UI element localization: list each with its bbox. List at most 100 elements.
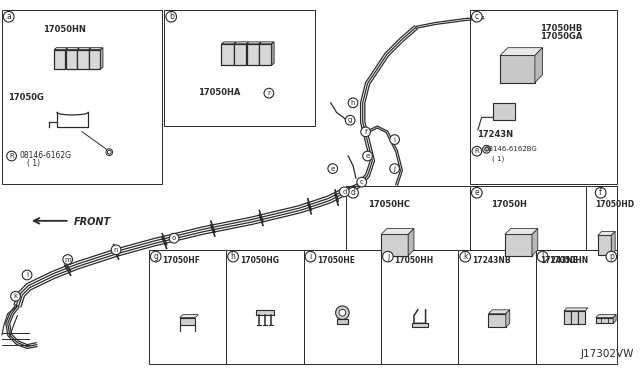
Text: 17050HF: 17050HF xyxy=(163,256,200,264)
Circle shape xyxy=(7,151,17,161)
Circle shape xyxy=(11,291,20,301)
Polygon shape xyxy=(221,42,236,44)
Circle shape xyxy=(472,146,482,156)
Circle shape xyxy=(264,88,274,98)
Polygon shape xyxy=(564,308,588,311)
Circle shape xyxy=(63,255,72,264)
Polygon shape xyxy=(66,48,79,49)
Text: 17050HG: 17050HG xyxy=(240,256,279,264)
Bar xyxy=(458,250,536,364)
Polygon shape xyxy=(246,42,261,44)
Polygon shape xyxy=(408,228,414,256)
Circle shape xyxy=(606,251,616,262)
Circle shape xyxy=(305,251,316,262)
Bar xyxy=(470,10,617,184)
Text: 17243N: 17243N xyxy=(477,130,513,139)
Circle shape xyxy=(348,187,358,198)
Polygon shape xyxy=(54,48,68,49)
Bar xyxy=(221,44,234,65)
Bar xyxy=(256,310,274,315)
Circle shape xyxy=(484,147,488,151)
Circle shape xyxy=(472,12,482,22)
Text: FRONT: FRONT xyxy=(74,217,111,227)
Text: r: r xyxy=(268,90,270,96)
Bar xyxy=(337,320,348,324)
Bar xyxy=(149,250,227,364)
Text: 17050HD: 17050HD xyxy=(595,199,634,209)
Polygon shape xyxy=(611,231,615,255)
Circle shape xyxy=(339,187,349,197)
Circle shape xyxy=(483,145,490,153)
Polygon shape xyxy=(535,48,543,83)
Text: i: i xyxy=(309,252,312,261)
Circle shape xyxy=(335,306,349,320)
Circle shape xyxy=(390,135,399,144)
Text: ( 1): ( 1) xyxy=(492,155,504,161)
Polygon shape xyxy=(180,315,198,318)
Text: ( 1): ( 1) xyxy=(27,159,40,168)
Text: p: p xyxy=(609,252,614,261)
Text: c: c xyxy=(475,12,479,21)
Polygon shape xyxy=(506,310,509,327)
Text: j: j xyxy=(387,252,389,261)
Text: c: c xyxy=(360,179,364,185)
Bar xyxy=(234,44,246,65)
Bar xyxy=(89,49,100,69)
Text: l: l xyxy=(26,272,28,278)
Bar xyxy=(180,318,195,324)
Text: d: d xyxy=(351,188,355,197)
Bar xyxy=(346,186,470,283)
Circle shape xyxy=(472,187,482,198)
Text: e: e xyxy=(331,166,335,171)
Text: n: n xyxy=(114,247,118,253)
Polygon shape xyxy=(381,234,408,256)
Polygon shape xyxy=(272,42,274,65)
Bar xyxy=(246,44,259,65)
Text: l: l xyxy=(541,252,544,261)
Circle shape xyxy=(166,12,177,22)
Polygon shape xyxy=(505,234,532,256)
Text: 17050HB: 17050HB xyxy=(540,23,582,32)
Text: 08146-6162G: 08146-6162G xyxy=(19,151,71,160)
Circle shape xyxy=(111,245,121,255)
Circle shape xyxy=(346,115,355,125)
Polygon shape xyxy=(500,48,543,55)
Bar xyxy=(259,44,271,65)
Text: k: k xyxy=(463,252,467,261)
Text: g: g xyxy=(348,117,353,123)
Text: h: h xyxy=(230,252,236,261)
Polygon shape xyxy=(89,48,102,49)
Circle shape xyxy=(228,251,239,262)
Text: d: d xyxy=(342,189,346,195)
Bar xyxy=(488,314,506,327)
Bar xyxy=(579,311,585,324)
Text: j: j xyxy=(394,166,396,171)
Circle shape xyxy=(339,310,346,316)
Circle shape xyxy=(538,251,548,262)
Text: f: f xyxy=(364,129,367,135)
Text: a: a xyxy=(6,12,11,21)
Bar xyxy=(227,250,304,364)
Bar xyxy=(54,49,65,69)
Circle shape xyxy=(169,233,179,243)
Circle shape xyxy=(357,177,367,187)
Bar xyxy=(2,10,163,184)
Bar xyxy=(493,103,515,120)
Text: 17050HE: 17050HE xyxy=(317,256,355,264)
Text: R: R xyxy=(474,148,479,154)
Bar xyxy=(572,311,578,324)
Circle shape xyxy=(150,251,161,262)
Text: 17243NE: 17243NE xyxy=(540,256,578,264)
Bar xyxy=(470,186,594,283)
Circle shape xyxy=(460,251,470,262)
Polygon shape xyxy=(598,235,611,255)
Polygon shape xyxy=(613,315,616,323)
Polygon shape xyxy=(532,228,538,256)
Bar xyxy=(594,186,617,283)
Bar xyxy=(596,318,613,323)
Circle shape xyxy=(363,151,372,161)
Circle shape xyxy=(383,251,393,262)
Text: e: e xyxy=(365,153,370,159)
Bar xyxy=(536,250,617,364)
Circle shape xyxy=(361,127,371,137)
